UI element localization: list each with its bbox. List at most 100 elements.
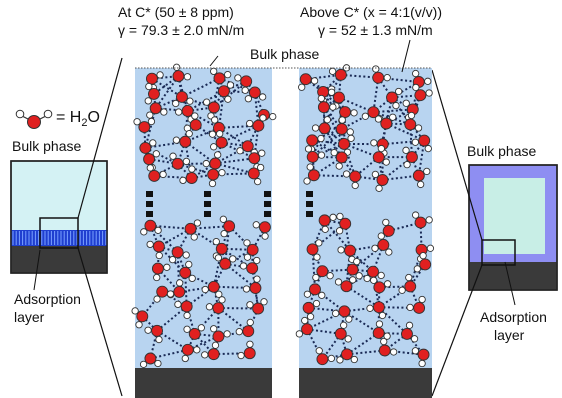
hydrogen-atom (405, 273, 413, 282)
hydrogen-atom (214, 254, 223, 262)
right-upper-water-molecule (311, 116, 331, 135)
left-zoom-box (39, 217, 79, 249)
hydrogen-atom (372, 65, 380, 73)
left-top-pointer (209, 55, 219, 67)
oxygen-atom (309, 283, 321, 296)
hydrogen-atom (332, 309, 340, 318)
left-upper-hydrogen-bond (215, 162, 255, 175)
hydrogen-atom (370, 276, 378, 284)
hydrogen-atom (211, 116, 219, 124)
left-lower-water-molecule (146, 240, 165, 260)
right-upper-hydrogen-bond (322, 107, 326, 129)
right-upper-water-molecule (372, 144, 390, 166)
hydrogen-atom (182, 251, 190, 259)
left-lower-hydrogen-bond (221, 247, 253, 270)
hydrogen-atom (259, 114, 267, 122)
oxygen-atom (188, 327, 201, 340)
hydrogen-atom (152, 150, 160, 158)
left-lower-hydrogen-bond (213, 352, 250, 356)
hydrogen-atom (412, 83, 420, 92)
oxygen-atom (246, 243, 259, 256)
oxygen-atom (181, 343, 194, 356)
right-lower-water-molecule (366, 301, 387, 320)
hydrogen-atom (361, 112, 370, 120)
hydrogen-atom (411, 138, 420, 146)
left-inset-silica (11, 246, 107, 273)
hydrogen-atom (419, 252, 427, 260)
oxygen-atom (344, 244, 356, 257)
break-mark (204, 201, 211, 207)
left-upper-water-molecule (207, 168, 226, 188)
oxygen-atom (412, 169, 425, 182)
right-lower-water-molecule (315, 347, 336, 366)
oxygen-atom (372, 327, 385, 339)
right-adsorption-label-1: Adsorption (480, 309, 547, 325)
left-lower-water-molecule (242, 275, 262, 294)
hydrogen-atom (347, 134, 355, 142)
oxygen-atom (151, 324, 164, 337)
oxygen-atom (404, 280, 417, 293)
hydrogen-atom (423, 167, 431, 176)
oxygen-atom (307, 169, 320, 182)
oxygen-atom (306, 243, 319, 256)
break-mark (264, 211, 271, 217)
right-lower-hydrogen-bond (346, 349, 385, 356)
hydrogen-atom (197, 324, 205, 332)
right-lower-water-molecule (346, 257, 363, 280)
left-condition-title: At C* (50 ± 8 ppm) (118, 4, 234, 20)
hydrogen-atom (303, 177, 311, 185)
hydrogen-atom (304, 145, 313, 153)
hydrogen-atom (193, 346, 201, 354)
oxygen-atom (144, 219, 157, 232)
hydrogen-atom (335, 227, 344, 235)
hydrogen-atom (330, 148, 338, 157)
left-upper-water-molecule (202, 98, 220, 120)
right-upper-water-molecule (386, 87, 403, 110)
oxygen-atom (179, 266, 192, 279)
right-upper-water-molecule (374, 113, 397, 130)
oxygen-atom (340, 280, 353, 293)
hydrogen-atom (215, 290, 223, 298)
hydrogen-atom (139, 360, 148, 369)
hydrogen-atom (414, 124, 423, 132)
left-lower-water-molecule (252, 221, 271, 240)
left-lower-water-molecule (210, 325, 231, 343)
hydrogen-atom (321, 225, 329, 234)
left-lower-water-molecule (183, 324, 205, 340)
right-upper-water-molecule (338, 134, 355, 156)
hydrogen-atom (353, 257, 361, 266)
hydrogen-atom (172, 136, 181, 144)
hydrogen-atom (253, 275, 261, 283)
oxygen-atom (302, 301, 315, 314)
hydrogen-atom (424, 77, 432, 85)
left-lower-hydrogen-bond (224, 226, 231, 264)
right-lower-hydrogen-bond (324, 219, 346, 225)
oxygen-atom (217, 85, 230, 98)
right-panel-silica (299, 368, 432, 398)
hydrogen-atom (411, 347, 420, 355)
hydrogen-atom (153, 273, 161, 282)
hydrogen-atom (323, 116, 331, 124)
oxygen-atom (349, 170, 362, 183)
left-upper-hydrogen-bond (143, 126, 147, 148)
oxygen-atom (372, 151, 385, 164)
right-lower-water-molecule (334, 321, 352, 343)
right-lower-hydrogen-bond (378, 306, 408, 335)
left-upper-hydrogen-bond (217, 91, 225, 129)
hydrogen-atom (344, 335, 352, 343)
oxygen-atom (209, 157, 222, 170)
hydrogen-atom (378, 311, 387, 320)
hydrogen-atom (403, 161, 411, 169)
oxygen-atom (367, 265, 379, 278)
hydrogen-atom (317, 134, 325, 143)
left-lower-water-molecule (243, 239, 259, 261)
oxygen-atom (144, 352, 157, 365)
oxygen-atom (341, 348, 353, 361)
hydrogen-atom (147, 117, 156, 126)
left-lower-hydrogen-bond (150, 348, 189, 360)
left-upper-hydrogen-bond (177, 163, 193, 179)
left-zoom-line-top (77, 57, 123, 219)
right-upper-water-molecule (330, 148, 348, 170)
hydrogen-atom (374, 115, 383, 123)
